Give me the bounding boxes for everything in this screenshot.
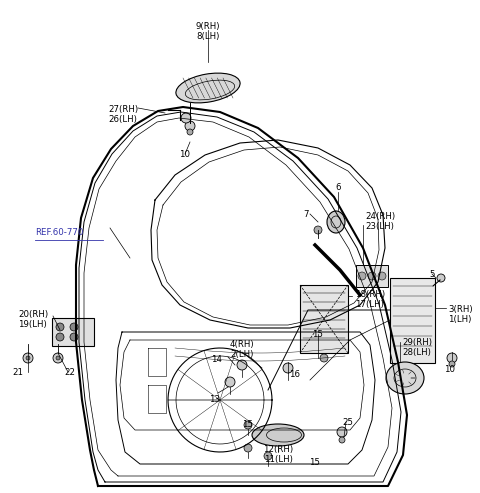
Text: 15: 15: [312, 330, 324, 339]
Text: 16: 16: [289, 370, 300, 379]
Circle shape: [70, 333, 78, 341]
FancyBboxPatch shape: [356, 265, 388, 287]
Text: 15: 15: [310, 458, 321, 467]
Text: 5: 5: [429, 270, 435, 279]
Text: 9(RH)
8(LH): 9(RH) 8(LH): [196, 22, 220, 41]
Text: 25: 25: [343, 418, 353, 427]
Text: 29(RH)
28(LH): 29(RH) 28(LH): [402, 338, 432, 357]
Ellipse shape: [386, 362, 424, 394]
Circle shape: [181, 113, 191, 123]
Text: 20(RH)
19(LH): 20(RH) 19(LH): [18, 310, 48, 329]
Circle shape: [237, 360, 247, 370]
Text: 27(RH)
26(LH): 27(RH) 26(LH): [108, 105, 138, 124]
Text: 12(RH)
11(LH): 12(RH) 11(LH): [263, 445, 293, 464]
Text: 3(RH)
1(LH): 3(RH) 1(LH): [448, 305, 473, 324]
Text: 14: 14: [211, 355, 222, 364]
Text: 10: 10: [444, 365, 456, 374]
Circle shape: [56, 356, 60, 360]
Circle shape: [23, 353, 33, 363]
Circle shape: [26, 356, 30, 360]
Circle shape: [70, 323, 78, 331]
Circle shape: [337, 427, 347, 437]
Circle shape: [447, 353, 457, 363]
Circle shape: [187, 129, 193, 135]
Circle shape: [225, 377, 235, 387]
Circle shape: [449, 361, 455, 367]
Text: 21: 21: [12, 368, 24, 377]
Text: 13: 13: [209, 395, 220, 404]
Text: 15: 15: [242, 420, 253, 429]
Text: 6: 6: [335, 183, 341, 192]
Text: 18(RH)
17(LH): 18(RH) 17(LH): [355, 290, 385, 310]
Circle shape: [53, 353, 63, 363]
Text: 4(RH)
2(LH): 4(RH) 2(LH): [230, 340, 254, 359]
Circle shape: [314, 226, 322, 234]
FancyBboxPatch shape: [300, 285, 348, 353]
Circle shape: [185, 121, 195, 131]
Circle shape: [358, 272, 366, 280]
Circle shape: [56, 323, 64, 331]
Ellipse shape: [327, 211, 345, 233]
Text: 10: 10: [180, 150, 191, 159]
Circle shape: [56, 333, 64, 341]
Circle shape: [264, 452, 272, 460]
Text: 22: 22: [64, 368, 75, 377]
Ellipse shape: [176, 73, 240, 103]
FancyBboxPatch shape: [390, 278, 435, 363]
Ellipse shape: [252, 424, 304, 446]
Circle shape: [378, 272, 386, 280]
Circle shape: [283, 363, 293, 373]
Circle shape: [368, 272, 376, 280]
Text: 7: 7: [303, 210, 309, 219]
Circle shape: [339, 437, 345, 443]
Circle shape: [244, 444, 252, 452]
Circle shape: [320, 354, 328, 362]
Circle shape: [244, 421, 252, 429]
Text: REF.60-770: REF.60-770: [35, 228, 84, 237]
FancyBboxPatch shape: [52, 318, 94, 346]
Text: 24(RH)
23(LH): 24(RH) 23(LH): [365, 212, 395, 231]
Circle shape: [437, 274, 445, 282]
